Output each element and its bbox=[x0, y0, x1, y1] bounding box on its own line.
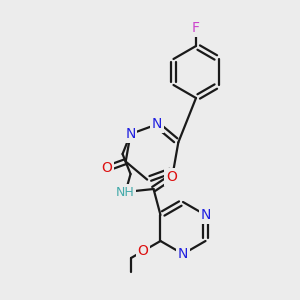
Text: O: O bbox=[138, 244, 148, 258]
Text: O: O bbox=[166, 170, 177, 184]
Text: N: N bbox=[152, 117, 162, 131]
Text: N: N bbox=[125, 127, 136, 141]
Text: O: O bbox=[101, 161, 112, 176]
Text: NH: NH bbox=[116, 185, 135, 199]
Text: F: F bbox=[192, 21, 200, 35]
Text: N: N bbox=[200, 208, 211, 222]
Text: N: N bbox=[178, 247, 188, 261]
